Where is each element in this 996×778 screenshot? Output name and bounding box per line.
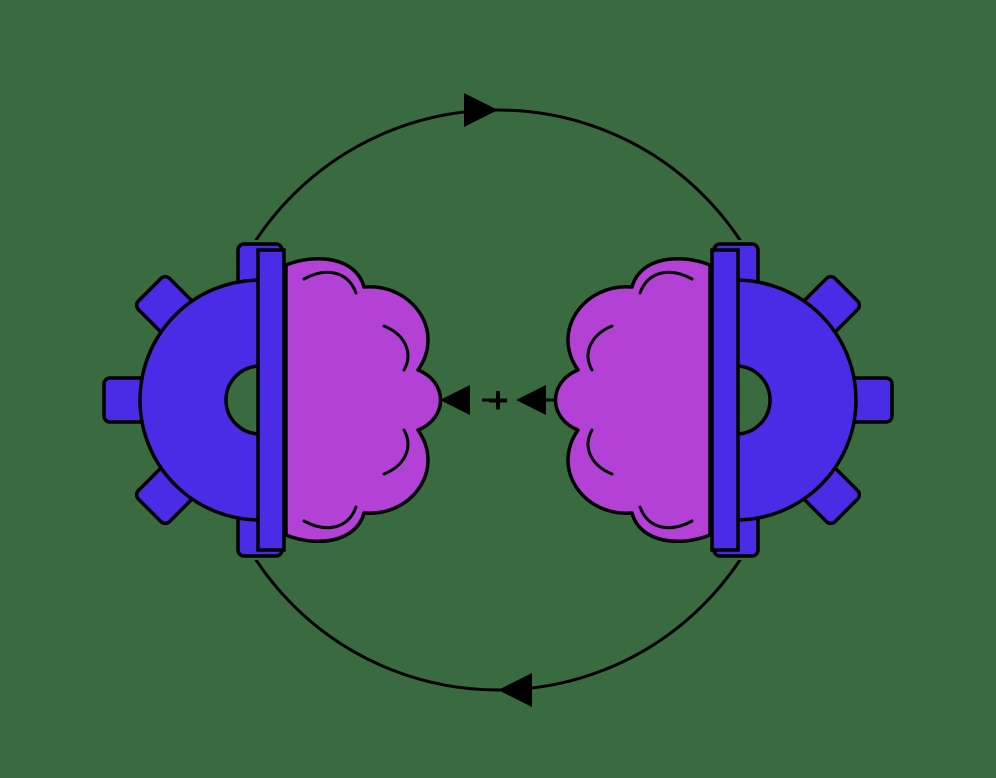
left-gear-brain [90,240,450,560]
diagram-root: + [0,0,996,778]
right-gear-brain [546,240,906,560]
plus-symbol: + [487,380,508,421]
